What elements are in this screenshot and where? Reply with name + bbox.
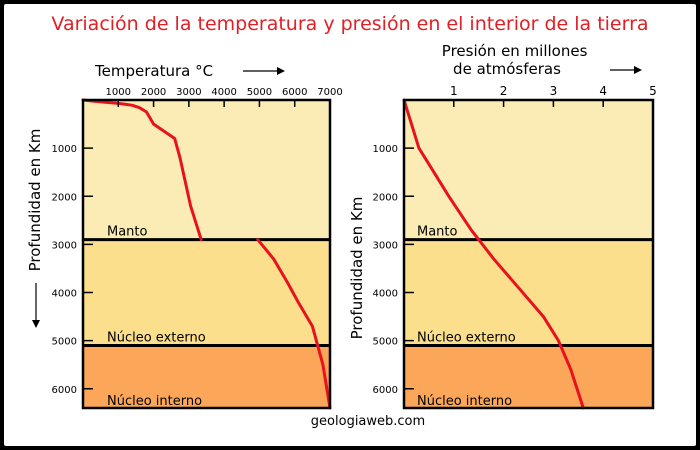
y-tick-label: 4000 — [52, 289, 77, 300]
pressure-axis-label: Presión en millones de atmósferas — [442, 42, 592, 78]
y-tick-label: 3000 — [373, 240, 398, 251]
depth-axis-label-left: Profundidad en Km — [26, 129, 44, 272]
data-line — [402, 98, 585, 410]
x-tick-label: 4000 — [211, 87, 236, 98]
layer-band — [404, 345, 653, 408]
pressure-axis-label-line-2: de atmósferas — [453, 60, 561, 78]
data-line — [256, 238, 332, 410]
pressure-axis-label-line-1: Presión en millones — [442, 42, 588, 60]
layer-band — [404, 239, 653, 346]
layer-band — [83, 239, 330, 346]
y-tick-label: 3000 — [52, 240, 77, 251]
y-tick-label: 4000 — [373, 289, 398, 300]
y-tick-label: 5000 — [52, 337, 77, 348]
layer-band — [83, 100, 330, 240]
temperature-axis-label: Temperatura °C — [94, 62, 213, 80]
plot-frame — [81, 98, 332, 410]
x-tick-label: 6000 — [282, 87, 307, 98]
y-tick-label: 6000 — [373, 385, 398, 396]
x-tick-label: 4 — [599, 84, 607, 98]
temperature-chart: Manto Núcleo externo Núcleo interno 1000 200… — [52, 87, 343, 410]
layer-label: Núcleo interno — [417, 394, 512, 409]
x-tick-label: 3 — [550, 84, 558, 98]
x-tick-label: 3000 — [176, 87, 201, 98]
y-tick-label: 5000 — [373, 337, 398, 348]
layer-label: Núcleo externo — [107, 330, 206, 345]
data-line — [81, 98, 203, 242]
x-tick-label: 7000 — [317, 87, 342, 98]
layer-band — [83, 345, 330, 408]
y-tick-label: 1000 — [373, 144, 398, 155]
y-tick-label: 1000 — [52, 144, 77, 155]
x-tick-label: 2000 — [141, 87, 166, 98]
y-tick-label: 2000 — [373, 192, 398, 203]
source-credit: geologiaweb.com — [311, 414, 425, 429]
figure-title: Variación de la temperatura y presión en… — [51, 13, 648, 35]
x-tick-label: 5 — [649, 84, 657, 98]
layer-label: Núcleo externo — [417, 330, 516, 345]
y-tick-label: 2000 — [52, 192, 77, 203]
y-tick-label: 6000 — [52, 385, 77, 396]
x-tick-label: 1000 — [106, 87, 131, 98]
layer-label: Núcleo interno — [107, 394, 202, 409]
plot-frame — [402, 98, 655, 410]
pressure-chart: Manto Núcleo externo Núcleo interno 1 2 3 4 5 10… — [373, 84, 657, 410]
x-tick-label: 5000 — [247, 87, 272, 98]
depth-axis-label-right: Profundidad en Km — [348, 197, 366, 340]
layer-label: Manto — [417, 225, 458, 240]
layer-band — [404, 100, 653, 240]
layer-label: Manto — [107, 225, 148, 240]
x-tick-label: 2 — [500, 84, 508, 98]
x-tick-label: 1 — [450, 84, 458, 98]
